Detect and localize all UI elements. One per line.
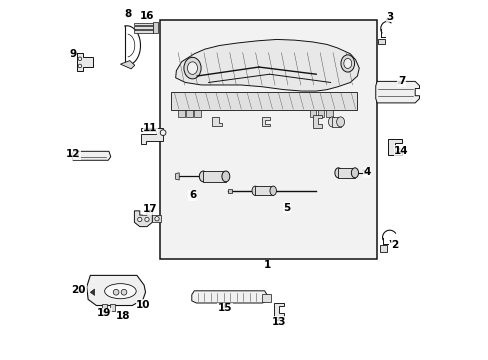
Polygon shape	[71, 151, 110, 160]
Circle shape	[137, 217, 142, 222]
Ellipse shape	[269, 186, 276, 195]
Text: 14: 14	[393, 145, 408, 156]
Polygon shape	[375, 81, 419, 103]
Polygon shape	[312, 115, 321, 128]
Text: 10: 10	[136, 300, 150, 310]
Polygon shape	[134, 211, 152, 226]
Polygon shape	[134, 23, 152, 26]
Polygon shape	[140, 129, 163, 144]
Text: 12: 12	[66, 149, 80, 159]
Text: 11: 11	[143, 123, 158, 133]
Text: 1: 1	[264, 260, 271, 270]
Polygon shape	[110, 304, 115, 311]
Polygon shape	[186, 110, 192, 117]
Bar	[160, 21, 376, 259]
Ellipse shape	[251, 186, 258, 195]
Circle shape	[78, 64, 81, 68]
Ellipse shape	[199, 171, 207, 182]
Polygon shape	[379, 245, 386, 252]
Text: 6: 6	[188, 190, 196, 200]
Text: 3: 3	[386, 12, 393, 22]
Circle shape	[160, 130, 165, 135]
Polygon shape	[86, 275, 145, 306]
Polygon shape	[338, 168, 354, 178]
Polygon shape	[227, 189, 232, 193]
Polygon shape	[134, 30, 152, 33]
Polygon shape	[317, 110, 324, 117]
Polygon shape	[77, 53, 93, 71]
Ellipse shape	[187, 62, 197, 75]
Text: 8: 8	[124, 9, 131, 19]
Polygon shape	[332, 117, 340, 127]
Polygon shape	[262, 294, 270, 302]
Text: 17: 17	[143, 204, 158, 215]
Text: 18: 18	[116, 311, 130, 320]
Polygon shape	[175, 173, 179, 180]
Polygon shape	[261, 117, 270, 126]
Ellipse shape	[343, 58, 351, 68]
Ellipse shape	[222, 171, 229, 182]
Circle shape	[121, 289, 126, 295]
Ellipse shape	[334, 168, 341, 178]
Text: 16: 16	[140, 11, 154, 21]
Polygon shape	[274, 303, 284, 317]
Text: 20: 20	[71, 285, 86, 296]
Circle shape	[113, 289, 119, 295]
Polygon shape	[175, 40, 359, 91]
Circle shape	[144, 217, 149, 222]
Text: 15: 15	[217, 303, 231, 314]
Polygon shape	[325, 110, 332, 117]
Text: 4: 4	[363, 167, 370, 177]
Ellipse shape	[104, 284, 136, 299]
Polygon shape	[178, 110, 184, 117]
Text: 13: 13	[271, 317, 285, 327]
Polygon shape	[387, 139, 401, 155]
Polygon shape	[152, 215, 160, 222]
Polygon shape	[102, 304, 107, 311]
Polygon shape	[212, 117, 222, 126]
Circle shape	[78, 57, 81, 60]
Polygon shape	[134, 26, 152, 29]
Ellipse shape	[328, 117, 336, 127]
Polygon shape	[90, 289, 94, 296]
Polygon shape	[171, 92, 357, 110]
Polygon shape	[152, 22, 158, 33]
Text: 5: 5	[283, 203, 290, 213]
Text: 7: 7	[397, 76, 405, 86]
Circle shape	[155, 217, 159, 221]
Ellipse shape	[336, 117, 344, 127]
Polygon shape	[203, 171, 225, 182]
Polygon shape	[120, 60, 135, 69]
Polygon shape	[191, 291, 266, 303]
Polygon shape	[194, 110, 201, 117]
Polygon shape	[309, 110, 316, 117]
Polygon shape	[378, 39, 385, 44]
Text: 19: 19	[97, 309, 111, 318]
Ellipse shape	[183, 57, 201, 79]
Text: 9: 9	[69, 49, 77, 59]
Polygon shape	[255, 186, 273, 195]
Ellipse shape	[351, 168, 358, 178]
Ellipse shape	[340, 55, 354, 72]
Text: 2: 2	[391, 239, 398, 249]
